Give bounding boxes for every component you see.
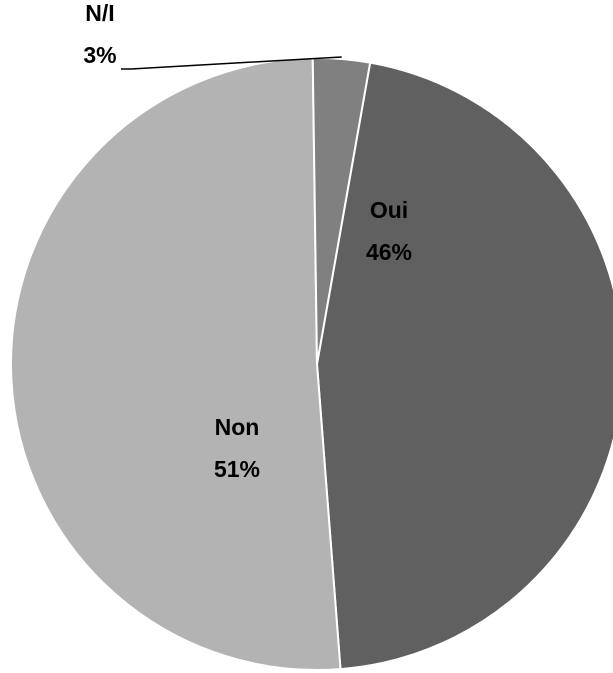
pie-slice-oui: [315, 61, 613, 671]
slice-label-non: Non: [215, 414, 260, 440]
slice-label-n-i: N/I: [85, 0, 114, 26]
pie-slices: [9, 57, 613, 671]
slice-value-label-oui: 46%: [366, 239, 412, 265]
slice-value-label-non: 51%: [214, 456, 260, 482]
pie-labels: Oui 46% Non 51% N/I 3%: [83, 0, 412, 482]
slice-value-label-n-i: 3%: [83, 42, 116, 68]
pie-slice-non: [9, 57, 342, 671]
slice-label-oui: Oui: [370, 197, 408, 223]
leader-line-n-i: [121, 56, 342, 70]
